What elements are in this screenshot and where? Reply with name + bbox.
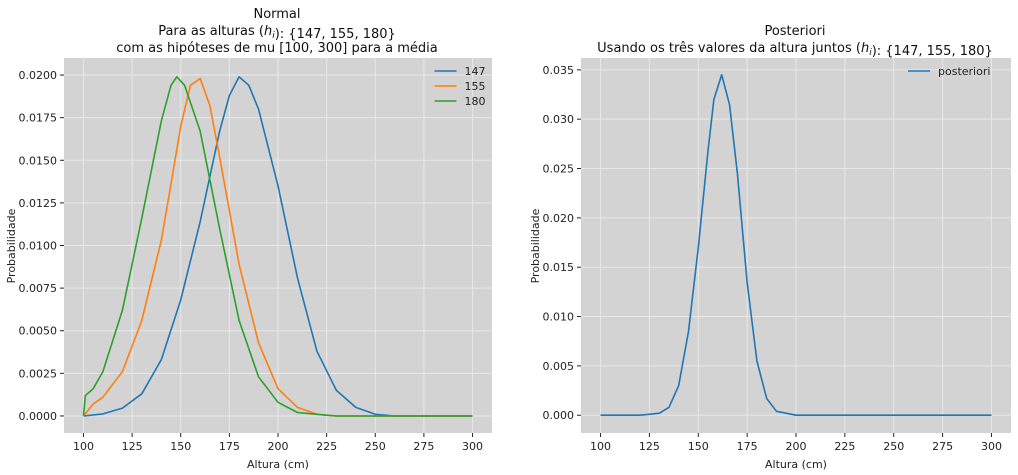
left-x-tick-label: 225 — [316, 440, 337, 453]
left-y-tick-label: 0.0175 — [19, 112, 58, 125]
left-y-tick-label: 0.0000 — [19, 410, 58, 423]
left-series-line-147 — [83, 76, 473, 417]
left-x-tick-label: 125 — [122, 440, 143, 453]
left-legend-label-180: 180 — [465, 95, 486, 108]
left-x-axis-label: Altura (cm) — [247, 458, 309, 471]
left-series-line-180 — [82, 76, 473, 417]
left-y-tick-label: 0.0075 — [19, 282, 58, 295]
left-series — [82, 76, 473, 417]
right-y-tick-label: 0.020 — [543, 212, 575, 225]
right-legend-label-posteriori: posteriori — [938, 65, 990, 78]
left-legend: 147 155 180 — [434, 65, 486, 108]
right-title-line-1: Posteriori — [764, 24, 825, 39]
left-x-tick-label: 175 — [219, 440, 240, 453]
left-y-tick-label: 0.0200 — [19, 69, 58, 82]
right-x-tick-label: 100 — [590, 440, 611, 453]
right-series — [600, 74, 992, 416]
right-y-tick-label: 0.030 — [543, 113, 575, 126]
left-y-tick-label: 0.0025 — [19, 367, 58, 380]
right-y-tick-label: 0.035 — [543, 64, 575, 77]
left-y-tick-label: 0.0100 — [19, 240, 58, 253]
left-chart: Normal Para as alturas (hi): {147, 155, … — [5, 7, 492, 471]
left-legend-label-147: 147 — [465, 65, 486, 78]
left-title-line-2: Para as alturas (hi): {147, 155, 180} — [158, 24, 396, 42]
left-title-line-3: com as hipóteses de mu [100, 300] para a… — [116, 41, 437, 56]
left-x-ticks: 100 125 150 175 200 225 250 275 300 — [73, 433, 483, 453]
left-y-axis-label: Probabilidade — [5, 208, 18, 283]
left-x-tick-label: 100 — [73, 440, 94, 453]
left-y-tick-label: 0.0125 — [19, 197, 58, 210]
right-x-tick-label: 175 — [737, 440, 758, 453]
right-y-axis-label: Probabilidade — [529, 208, 542, 283]
left-legend-label-155: 155 — [465, 80, 486, 93]
left-x-tick-label: 275 — [413, 440, 434, 453]
left-x-tick-label: 150 — [170, 440, 191, 453]
right-x-tick-label: 250 — [883, 440, 904, 453]
right-x-tick-label: 275 — [932, 440, 953, 453]
right-title-line-2: Usando os três valores da altura juntos … — [597, 41, 993, 59]
right-y-tick-label: 0.015 — [543, 261, 575, 274]
right-y-ticks: 0.000 0.005 0.010 0.015 0.020 0.025 0.030 0.035 — [543, 64, 581, 422]
right-x-tick-label: 125 — [639, 440, 660, 453]
left-series-line-155 — [82, 77, 473, 417]
right-chart: Posteriori Usando os três valores da alt… — [529, 24, 1011, 471]
right-x-axis-label: Altura (cm) — [765, 458, 827, 471]
left-x-tick-label: 250 — [365, 440, 386, 453]
right-x-tick-label: 150 — [688, 440, 709, 453]
right-y-tick-label: 0.025 — [543, 163, 575, 176]
right-legend: posteriori — [908, 65, 990, 78]
left-y-tick-label: 0.0150 — [19, 154, 58, 167]
right-x-tick-label: 300 — [981, 440, 1002, 453]
left-x-tick-label: 300 — [462, 440, 483, 453]
right-y-tick-label: 0.010 — [543, 311, 575, 324]
left-x-tick-label: 200 — [268, 440, 289, 453]
right-grid — [581, 58, 1011, 433]
right-x-tick-label: 200 — [786, 440, 807, 453]
right-series-line-posteriori — [600, 74, 992, 416]
left-y-tick-label: 0.0050 — [19, 325, 58, 338]
right-y-tick-label: 0.000 — [543, 409, 575, 422]
right-x-tick-label: 225 — [834, 440, 855, 453]
right-x-ticks: 100 125 150 175 200 225 250 275 300 — [590, 433, 1002, 453]
left-title-line-1: Normal — [253, 7, 300, 22]
left-y-ticks: 0.0000 0.0025 0.0050 0.0075 0.0100 0.0125 0.01… — [19, 69, 64, 423]
right-y-tick-label: 0.005 — [543, 360, 575, 373]
